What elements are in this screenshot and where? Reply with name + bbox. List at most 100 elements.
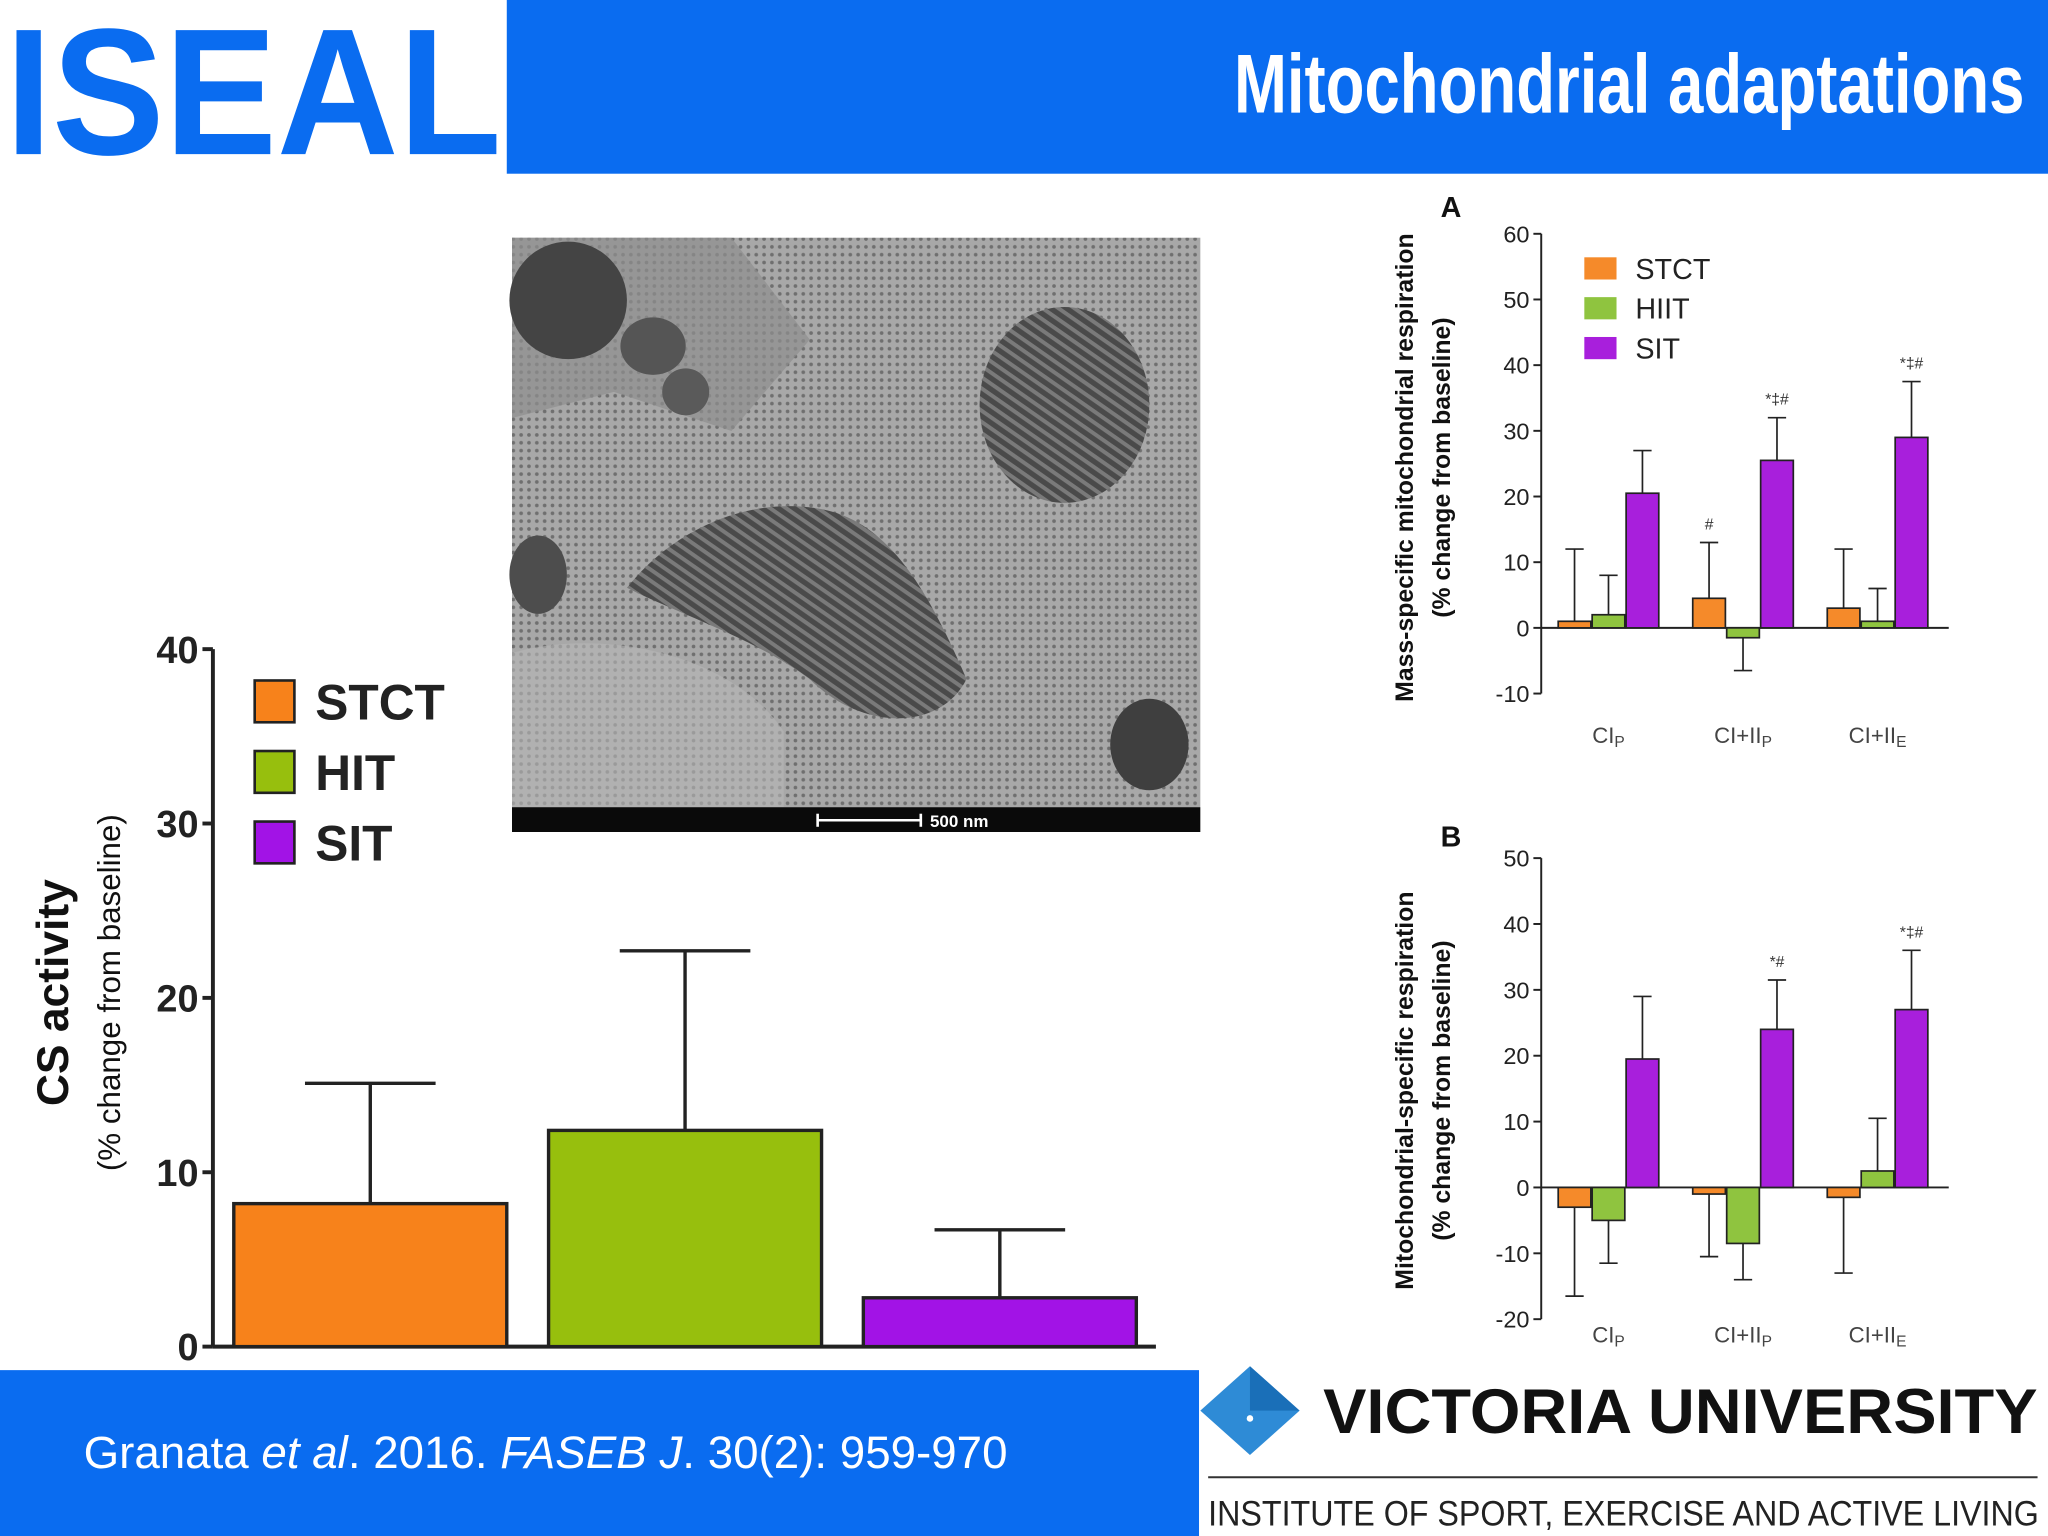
error-bar bbox=[1699, 541, 1719, 599]
legend-swatch bbox=[1584, 257, 1617, 280]
error-bar bbox=[934, 1228, 1066, 1298]
error-bar bbox=[1902, 380, 1921, 438]
category-name: CI+II bbox=[1849, 1323, 1896, 1348]
category-subscript: P bbox=[1762, 734, 1772, 751]
bar bbox=[1591, 1186, 1626, 1222]
y-tick-label: 50 bbox=[1503, 846, 1529, 872]
error-bar bbox=[1733, 1243, 1753, 1281]
panel-label: B bbox=[1441, 821, 1462, 853]
y-tick-label: 40 bbox=[1503, 353, 1529, 379]
error-bar bbox=[1599, 574, 1618, 615]
bar bbox=[546, 1128, 824, 1349]
legend-swatch bbox=[1584, 336, 1617, 360]
logo: ISEAL bbox=[5, 0, 501, 193]
y-axis-label: Mitochondrial-specific respiration bbox=[1392, 892, 1419, 1290]
x-tick-label: CI+IIE bbox=[1849, 1323, 1907, 1351]
header-bar bbox=[506, 0, 2048, 174]
error-bar bbox=[304, 1081, 436, 1204]
institution-logo: VICTORIA UNIVERSITY INSTITUTE OF SPORT, … bbox=[1200, 1366, 2039, 1534]
category-subscript: E bbox=[1896, 1334, 1906, 1351]
institution-subtitle: INSTITUTE OF SPORT, EXERCISE AND ACTIVE … bbox=[1208, 1495, 2039, 1534]
y-tick-label: -10 bbox=[1496, 681, 1530, 707]
legend-label: SIT bbox=[315, 815, 392, 871]
x-tick-label: CIP bbox=[1592, 723, 1625, 751]
y-tick-label: 30 bbox=[1503, 418, 1529, 444]
error-bar bbox=[1902, 949, 1921, 1010]
category-name: CI bbox=[1592, 723, 1614, 748]
y-axis-sublabel: (% change from baseline) bbox=[92, 814, 127, 1171]
y-tick-label: 40 bbox=[156, 630, 198, 672]
bar bbox=[1725, 627, 1761, 639]
bar bbox=[1759, 459, 1795, 629]
significance-label: *‡# bbox=[1900, 356, 1924, 373]
y-tick-label: 20 bbox=[1503, 484, 1529, 510]
legend-swatch bbox=[253, 749, 296, 795]
y-tick-label: 20 bbox=[1503, 1043, 1529, 1069]
y-tick-label: -20 bbox=[1496, 1307, 1530, 1333]
bar bbox=[1860, 620, 1895, 629]
chart: -20 -10 0 10 20 30 40 50 Mitochondrial-specific … bbox=[1392, 821, 1949, 1351]
error-bar bbox=[1767, 416, 1787, 461]
bar bbox=[1894, 1008, 1929, 1189]
error-bar bbox=[1834, 1197, 1853, 1274]
y-tick-label: 30 bbox=[156, 804, 198, 846]
bar bbox=[1894, 436, 1929, 629]
y-tick-label: -10 bbox=[1496, 1241, 1530, 1267]
y-tick-label: 20 bbox=[156, 979, 198, 1021]
bar bbox=[1691, 1186, 1727, 1195]
error-bar bbox=[1599, 1220, 1618, 1265]
bar bbox=[1625, 1058, 1660, 1189]
category-name: CI+II bbox=[1714, 1323, 1761, 1348]
scale-label: 500 nm bbox=[930, 812, 988, 831]
category-subscript: P bbox=[1762, 1334, 1772, 1351]
y-axis-sublabel: (% change from baseline) bbox=[1429, 940, 1456, 1240]
x-tick-label: CI+IIE bbox=[1849, 723, 1907, 751]
significance-label: *‡# bbox=[1900, 924, 1924, 941]
category-subscript: P bbox=[1614, 1334, 1624, 1351]
citation: Granata et al. 2016. FASEB J. 30(2): 959… bbox=[84, 1427, 1008, 1478]
micrograph: 500 nm bbox=[509, 237, 1201, 832]
bar bbox=[1826, 607, 1861, 629]
y-tick-label: 0 bbox=[1516, 1175, 1529, 1201]
bar bbox=[1860, 1170, 1895, 1189]
bar bbox=[1591, 613, 1626, 629]
error-bar bbox=[1834, 548, 1853, 609]
category-subscript: P bbox=[1614, 734, 1624, 751]
error-bar bbox=[1633, 449, 1652, 494]
y-tick-label: 50 bbox=[1503, 287, 1529, 313]
significance-label: *# bbox=[1770, 954, 1785, 971]
bar bbox=[1826, 1186, 1861, 1199]
y-tick-label: 10 bbox=[1503, 1109, 1529, 1135]
y-tick-label: 30 bbox=[1503, 977, 1529, 1003]
y-tick-label: 10 bbox=[1503, 550, 1529, 576]
error-bar bbox=[1565, 548, 1584, 622]
bar bbox=[1557, 1186, 1592, 1209]
category-name: CI+II bbox=[1714, 723, 1761, 748]
citation-journal: FASEB J bbox=[500, 1427, 683, 1478]
bar bbox=[232, 1201, 509, 1349]
citation-volume: . 30(2): 959-970 bbox=[682, 1427, 1007, 1478]
bar bbox=[1691, 597, 1727, 629]
y-axis-label: Mass-specific mitochondrial respiration bbox=[1392, 233, 1419, 702]
footer-bar bbox=[0, 1370, 1200, 1536]
category-subscript: E bbox=[1896, 734, 1906, 751]
chart: -10 0 10 20 30 40 50 60 Mass-specific mitochondr… bbox=[1392, 192, 1949, 751]
legend-label: HIIT bbox=[1635, 294, 1689, 326]
y-tick-label: 60 bbox=[1503, 221, 1529, 247]
legend-swatch bbox=[253, 679, 296, 724]
significance-label: *‡# bbox=[1765, 392, 1789, 409]
panel-label: A bbox=[1441, 192, 1462, 224]
bar bbox=[1625, 492, 1660, 629]
citation-authors: Granata bbox=[84, 1427, 262, 1478]
error-bar bbox=[1733, 637, 1753, 672]
category-name: CI bbox=[1592, 1323, 1614, 1348]
error-bar bbox=[1565, 1207, 1584, 1297]
category-name: CI+II bbox=[1849, 723, 1896, 748]
y-tick-label: 0 bbox=[1516, 615, 1529, 641]
x-tick-label: CI+IIP bbox=[1714, 1323, 1772, 1351]
legend-swatch bbox=[253, 820, 296, 865]
error-bar bbox=[1633, 995, 1652, 1060]
slide-title: Mitochondrial adaptations bbox=[1234, 37, 2025, 130]
institution-name: VICTORIA UNIVERSITY bbox=[1323, 1377, 2037, 1447]
